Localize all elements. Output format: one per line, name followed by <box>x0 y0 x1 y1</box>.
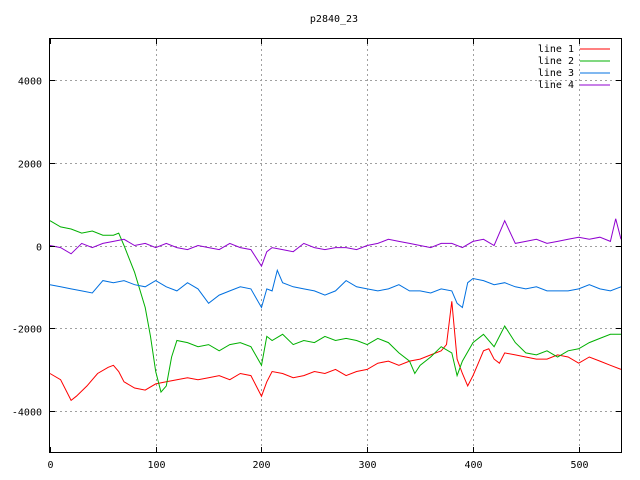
series-line-2 <box>49 220 621 394</box>
x-tick-label: 0 <box>47 460 53 471</box>
plot-frame <box>49 38 622 453</box>
y-tick-label: 2000 <box>18 160 42 171</box>
x-tick-label: 400 <box>464 460 482 471</box>
y-tick-label: -4000 <box>12 408 42 419</box>
series-line-4 <box>49 218 622 268</box>
chart-title: p2840_23 <box>310 14 358 25</box>
x-tick-label: 200 <box>252 460 270 471</box>
x-tick-label: 100 <box>147 460 165 471</box>
x-tick-label: 300 <box>358 460 376 471</box>
axes: 0 100 200 300 400 500 -4000 -2000 0 2000 4000 <box>12 39 621 471</box>
legend-label: line 4 <box>538 80 574 91</box>
legend-label: line 1 <box>538 44 574 55</box>
y-tick-label: 4000 <box>18 77 42 88</box>
series-group <box>49 218 622 402</box>
y-tick-label: 0 <box>36 243 42 254</box>
y-tick-label: -2000 <box>12 325 42 336</box>
series-line-1 <box>49 301 622 402</box>
legend-label: line 3 <box>538 68 574 79</box>
x-tick-label: 500 <box>570 460 588 471</box>
legend-label: line 2 <box>538 56 574 67</box>
series-line-3 <box>49 268 622 309</box>
